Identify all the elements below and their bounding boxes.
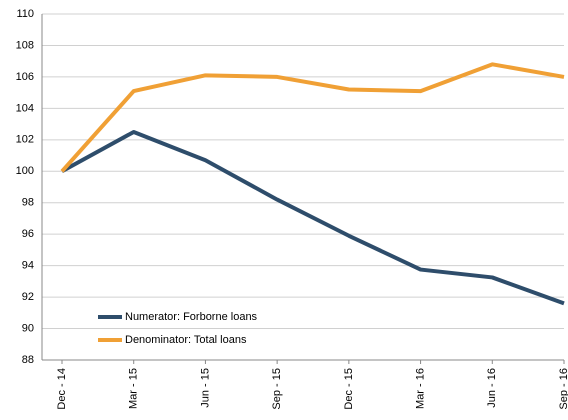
y-tick-label: 98 — [22, 197, 34, 209]
y-tick-label: 104 — [16, 102, 34, 114]
y-tick-label: 102 — [16, 134, 34, 146]
y-tick-label: 110 — [16, 8, 34, 20]
x-tick-label: Jun - 15 — [199, 368, 211, 408]
x-tick-label: Sep - 16 — [558, 368, 568, 410]
y-tick-label: 88 — [22, 354, 34, 366]
x-tick-label: Jun - 16 — [486, 368, 498, 408]
legend-label: Numerator: Forborne loans — [125, 311, 258, 323]
legend-label: Denominator: Total loans — [125, 334, 247, 346]
y-tick-label: 108 — [16, 39, 34, 51]
x-tick-label: Mar - 16 — [414, 368, 426, 409]
series-line — [60, 62, 565, 173]
y-tick-label: 94 — [22, 260, 34, 272]
x-tick-label: Dec - 15 — [343, 368, 355, 410]
y-tick-label: 90 — [22, 322, 34, 334]
x-tick-label: Dec - 14 — [56, 368, 68, 410]
y-tick-label: 106 — [16, 71, 34, 83]
y-tick-label: 100 — [16, 165, 34, 177]
y-tick-label: 96 — [22, 228, 34, 240]
x-tick-label: Sep - 15 — [271, 368, 283, 410]
y-tick-label: 92 — [22, 291, 34, 303]
series-line — [61, 129, 565, 306]
x-tick-label: Mar - 15 — [128, 368, 140, 409]
